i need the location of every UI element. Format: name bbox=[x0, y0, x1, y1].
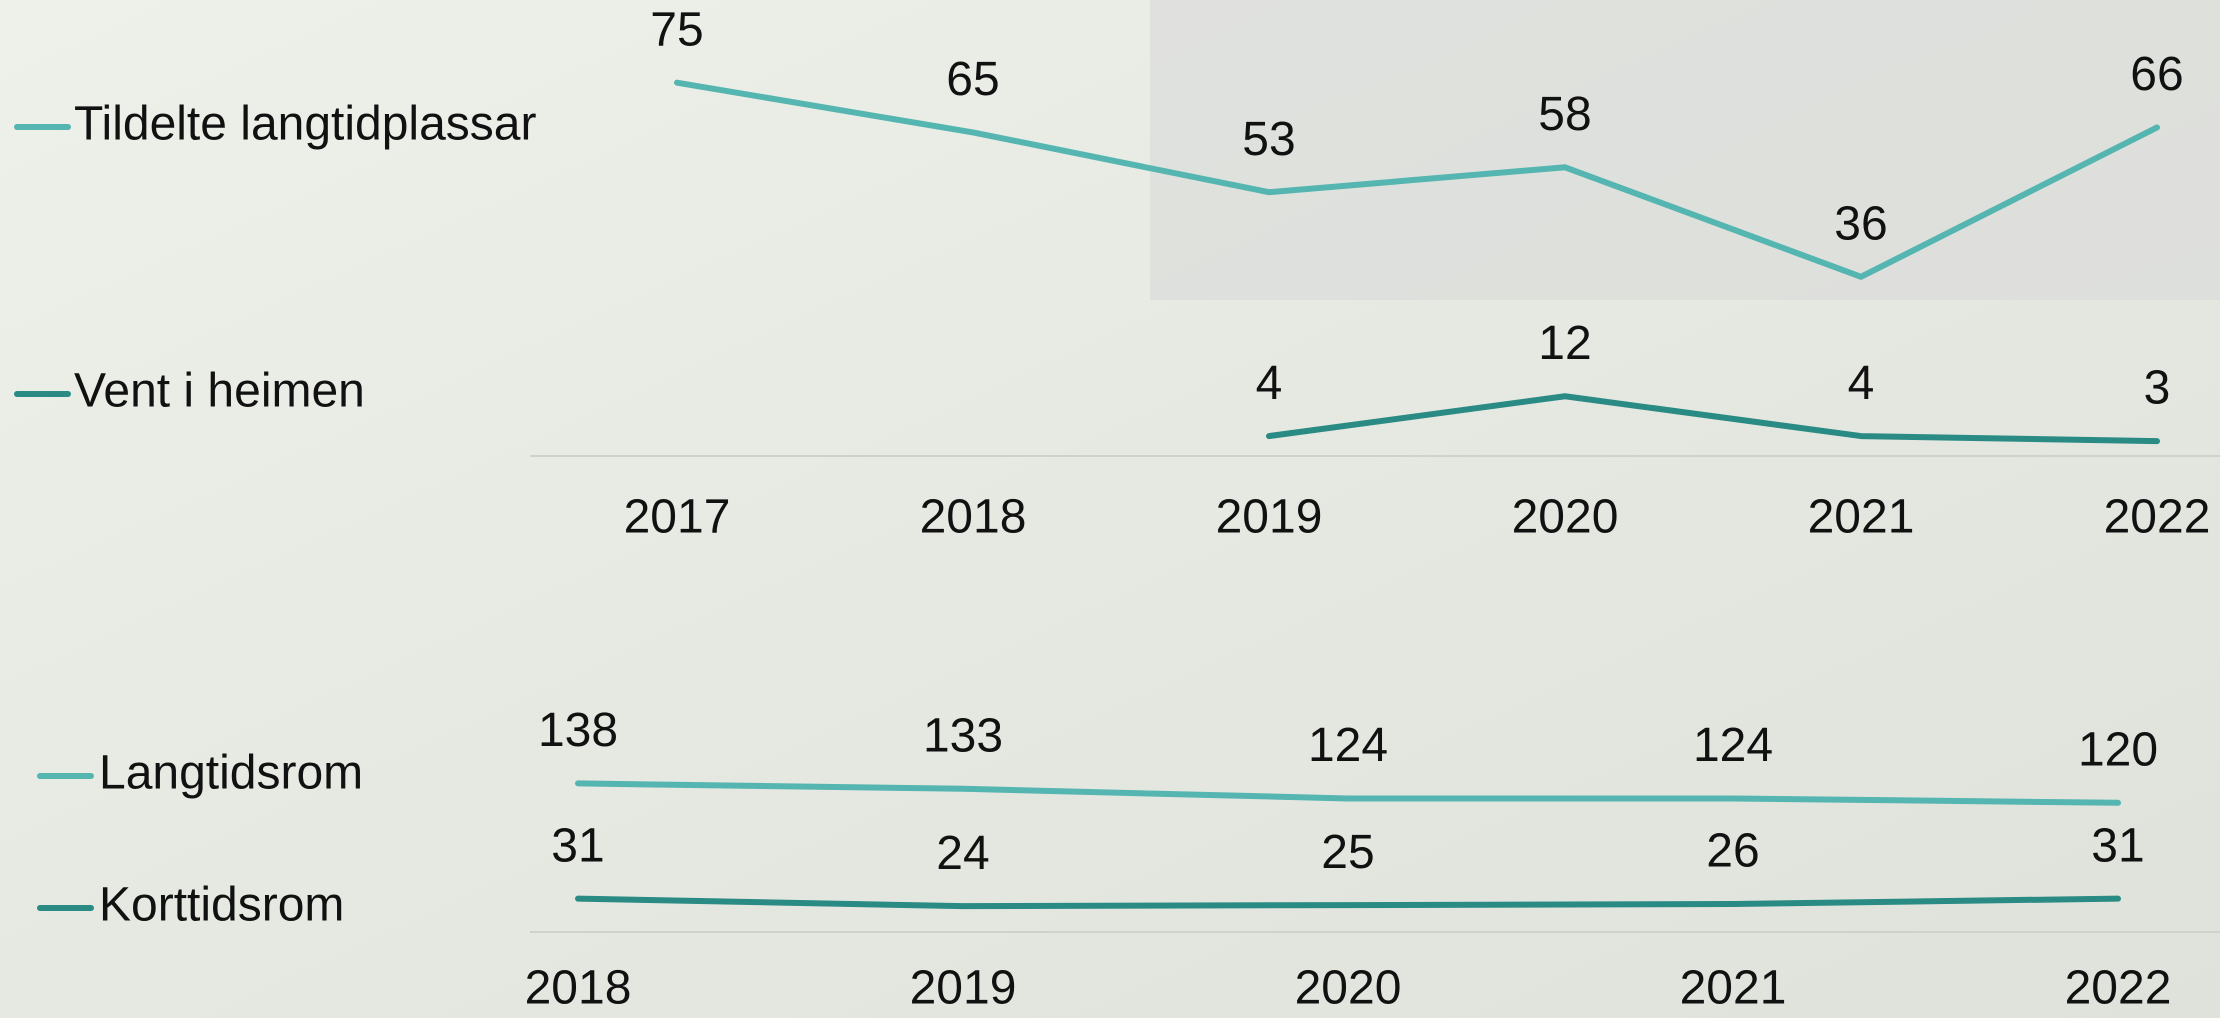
data-label: 65 bbox=[946, 53, 999, 106]
legend-label: Tildelte langtidplassar bbox=[74, 98, 536, 151]
data-label: 26 bbox=[1706, 825, 1759, 878]
data-label: 58 bbox=[1538, 88, 1591, 141]
data-label: 4 bbox=[1848, 357, 1875, 410]
data-label: 36 bbox=[1834, 197, 1887, 250]
x-tick-label: 2022 bbox=[2065, 962, 2172, 1015]
data-label: 66 bbox=[2130, 48, 2183, 101]
data-label: 120 bbox=[2078, 723, 2158, 776]
x-tick-label: 2021 bbox=[1808, 491, 1915, 544]
x-tick-label: 2019 bbox=[910, 962, 1017, 1015]
data-label: 3 bbox=[2144, 362, 2171, 415]
x-tick-label: 2022 bbox=[2104, 491, 2211, 544]
data-label: 31 bbox=[551, 819, 604, 872]
data-label: 12 bbox=[1538, 317, 1591, 370]
series-line bbox=[575, 780, 2121, 806]
x-tick-label: 2018 bbox=[920, 491, 1027, 544]
x-tick-label: 2018 bbox=[525, 962, 632, 1015]
data-label: 53 bbox=[1242, 113, 1295, 166]
series-line bbox=[674, 79, 2160, 280]
x-tick-label: 2017 bbox=[624, 491, 731, 544]
data-label: 4 bbox=[1256, 357, 1283, 410]
x-tick-label: 2020 bbox=[1295, 962, 1402, 1015]
data-label: 138 bbox=[538, 704, 618, 757]
background-shade bbox=[1150, 0, 2220, 300]
data-label: 31 bbox=[2091, 819, 2144, 872]
data-label: 75 bbox=[650, 3, 703, 56]
data-label: 124 bbox=[1693, 719, 1773, 772]
data-label: 25 bbox=[1321, 826, 1374, 879]
x-tick-label: 2021 bbox=[1680, 962, 1787, 1015]
data-label: 24 bbox=[936, 827, 989, 880]
legend-label: Korttidsrom bbox=[99, 879, 344, 932]
legend-label: Vent i heimen bbox=[74, 365, 365, 418]
series-line bbox=[1266, 393, 2160, 445]
x-tick-label: 2019 bbox=[1216, 491, 1323, 544]
data-label: 124 bbox=[1308, 719, 1388, 772]
legend-label: Langtidsrom bbox=[99, 747, 363, 800]
series-line bbox=[575, 895, 2121, 910]
x-tick-label: 2020 bbox=[1512, 491, 1619, 544]
data-label: 133 bbox=[923, 709, 1003, 762]
